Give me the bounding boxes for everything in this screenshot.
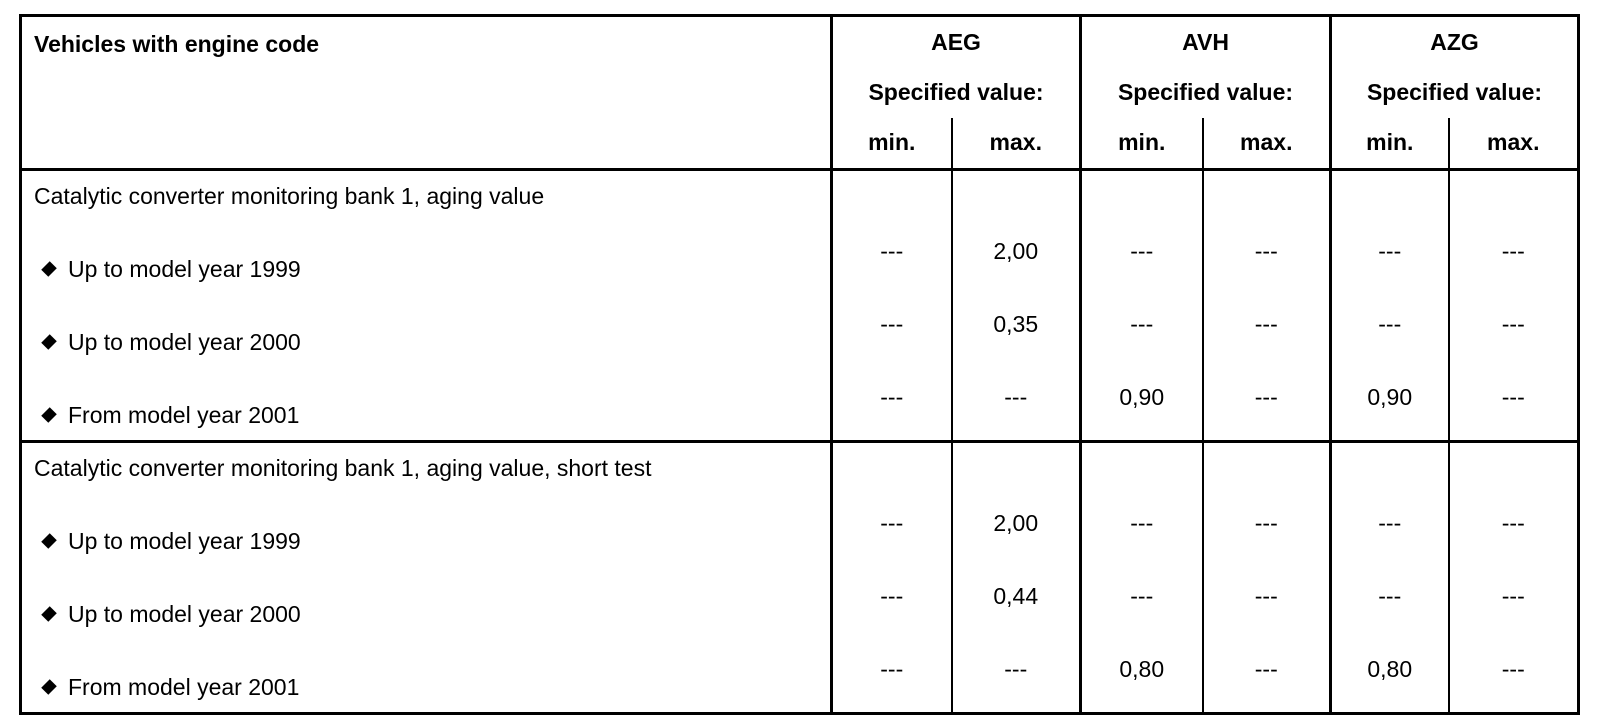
value-cell: --- [1201,225,1331,299]
value-cell: --- [1447,497,1579,571]
bullet-diamond-icon [41,333,57,350]
value-cell: --- [830,643,952,714]
bullet-diamond-icon [41,605,57,622]
value-cell: --- [1447,298,1579,372]
value-cell: 2,00 [950,497,1081,571]
engine-code-azg: AZG [1329,15,1579,68]
value-cell: --- [1079,298,1203,372]
value-cell: --- [1201,298,1331,372]
value-cell: --- [1447,371,1579,443]
value-cell: --- [950,643,1081,714]
min-header: min. [1079,117,1203,171]
engine-code-aeg: AEG [830,15,1081,68]
max-header: max. [1201,117,1331,171]
table-row: Up to model year 2000 --- 0,44 --- --- --- --- [21,570,1579,644]
value-cell: --- [1201,497,1331,571]
value-cell: --- [1329,497,1449,571]
max-header: max. [1447,117,1579,171]
value-cell: --- [1201,371,1331,443]
spec-label-aeg: Specified value: [830,67,1081,118]
value-cell: 0,80 [1329,643,1449,714]
value-cell: --- [1447,225,1579,299]
table-row: Up to model year 1999 --- 2,00 --- --- --- --- [21,225,1579,299]
table-row: Up to model year 1999 --- 2,00 --- --- --- --- [21,497,1579,571]
row-label: From model year 2001 [21,644,832,714]
spec-label-azg: Specified value: [1329,67,1579,118]
spec-label-avh: Specified value: [1078,67,1331,118]
row-label: From model year 2001 [20,371,832,443]
value-cell: --- [1201,570,1331,644]
value-cell: --- [1201,643,1331,714]
value-cell: --- [1079,225,1203,299]
value-cell: --- [1079,570,1203,644]
value-cell: --- [830,298,952,372]
table-row: From model year 2001 --- --- 0,80 --- 0,80 --- [21,643,1579,714]
min-header: min. [830,117,952,171]
row-label: Up to model year 2000 [21,299,832,372]
value-cell: --- [1079,497,1203,571]
value-cell: 0,35 [950,298,1081,372]
group-header-row: Catalytic converter monitoring bank 1, a… [21,169,1579,226]
engine-code-avh: AVH [1078,15,1331,68]
max-header: max. [950,117,1081,171]
value-cell: --- [830,371,952,443]
group-title: Catalytic converter monitoring bank 1, a… [34,455,652,481]
table-row: Up to model year 2000 --- 0,35 --- --- --- --- [21,298,1579,372]
value-cell: --- [1329,298,1449,372]
bullet-diamond-icon [41,532,57,549]
value-cell: --- [830,497,952,571]
bullet-diamond-icon [41,678,57,695]
value-cell: --- [950,371,1081,443]
bullet-diamond-icon [41,406,57,423]
value-cell: 0,90 [1329,371,1449,443]
group-title: Catalytic converter monitoring bank 1, a… [34,183,545,209]
row-label: Up to model year 1999 [21,498,832,571]
bullet-diamond-icon [41,260,57,277]
min-header: min. [1329,117,1449,171]
row-label: Up to model year 2000 [21,571,832,644]
value-cell: --- [1447,643,1579,714]
value-cell: 0,80 [1079,643,1203,714]
value-cell: --- [1447,570,1579,644]
group-header-row: Catalytic converter monitoring bank 1, a… [21,441,1579,498]
value-cell: 2,00 [950,225,1081,299]
value-cell: --- [1329,225,1449,299]
table-row: From model year 2001 --- --- 0,90 --- 0,90 --- [20,371,1579,443]
value-cell: --- [830,570,952,644]
specification-table: Vehicles with engine code AEG AVH AZG Sp… [19,14,1581,715]
value-cell: --- [830,225,952,299]
value-cell: 0,44 [950,570,1081,644]
value-cell: 0,90 [1079,371,1203,443]
header-title: Vehicles with engine code [20,15,832,171]
row-label: Up to model year 1999 [21,226,832,299]
value-cell: --- [1329,570,1449,644]
